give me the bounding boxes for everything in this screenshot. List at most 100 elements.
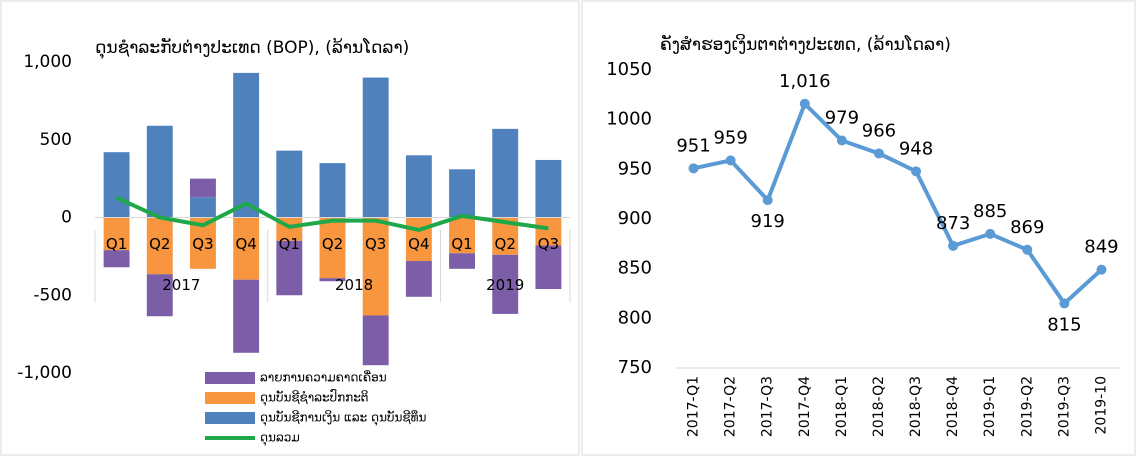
point [1096,264,1107,275]
x-tick-label: Q1 [279,235,300,253]
x-tick-label: 2017-Q1 [686,376,702,437]
bar-segment [233,217,260,280]
y-tick-label: 950 [618,158,652,179]
data-label: 948 [899,138,933,159]
x-tick-label: Q1 [451,235,472,253]
point [1022,244,1033,255]
x-tick-label: 2018-Q1 [834,376,850,437]
bar-segment [103,152,130,218]
data-label: 951 [676,135,710,156]
left-frame [0,0,580,456]
bar-segment [405,217,432,262]
data-label: 1,016 [779,71,831,92]
x-group-label: 2019 [486,276,524,294]
point [725,155,736,166]
point [836,135,847,146]
bar-segment [362,315,389,366]
y-tick-label: 500 [40,130,72,150]
left-title: ດຸນຊຳລະກັບຕ່າງປະເທດ (BOP), (ລ້ານໂດລາ) [95,36,409,60]
x-tick-label: 2018-Q2 [871,376,887,437]
reserve-line [693,100,1103,307]
right-frame [581,0,1136,456]
data-label: 979 [825,108,859,129]
legend-swatch [205,372,255,384]
data-label: 885 [973,201,1007,222]
x-tick-label: 2019-10 [1093,376,1109,435]
bar-segment [492,254,519,314]
x-tick-label: Q2 [322,235,343,253]
bar-segment [190,197,216,218]
x-tick-label: Q3 [538,235,559,253]
x-group-label: 2017 [162,276,200,294]
x-tick-label: Q4 [408,235,429,253]
bar-segment [233,72,260,218]
legend-swatch [205,412,255,424]
data-label: 966 [862,120,896,141]
y-tick-label: 1050 [606,59,652,80]
overall-line [115,195,549,233]
point [762,195,773,206]
x-tick-label: 2019-Q1 [982,376,998,437]
data-label: 919 [751,211,785,232]
data-label: 869 [1010,217,1044,238]
bar-segment [276,150,303,218]
x-tick-label: 2019-Q3 [1056,376,1072,437]
y-tick-label: 900 [618,208,652,229]
bar-segment [535,159,562,218]
x-tick-label: Q1 [106,235,127,253]
bar-segment [535,245,562,290]
y-tick-label: 1000 [606,109,652,130]
x-group-label: 2018 [335,276,373,294]
x-tick-label: Q4 [235,235,256,253]
x-tick-label: 2018-Q4 [945,376,961,437]
bar-segment [405,261,432,297]
x-tick-label: 2017-Q2 [723,376,739,437]
bar-segment [449,217,475,254]
right-title: ຄັງສຳຮອງເງິນຕາຕ່າງປະເທດ, (ລ້ານໂດລາ) [660,33,951,55]
bar-segment [362,77,389,218]
point [799,98,810,109]
data-label: 815 [1047,314,1081,335]
y-tick-label: -1,000 [17,363,72,383]
legend-swatch [205,392,255,404]
data-label: 959 [713,127,747,148]
legend-label: ລາຍການຄວາມຄາດເຄື່ອນ [260,369,387,384]
y-tick-label: 0 [61,208,72,228]
x-tick-label: 2019-Q2 [1019,376,1035,437]
bar-segment [103,217,130,251]
legend-label: ດຸນລວມ [260,431,300,447]
x-tick-label: Q3 [365,235,386,253]
bar-segment [276,240,303,296]
legend-label: ດຸນບັນຊີຊຳລະປົກກະຕິ [260,389,368,406]
point [985,228,996,239]
bar-segment [319,217,346,279]
bar-segment [319,163,346,218]
y-tick-label: 850 [618,258,652,279]
point [911,166,922,177]
bar-segment [146,274,173,317]
y-tick-label: -500 [33,285,72,305]
legend-label: ດຸນບັນຊີການເງິນ ແລະ ດຸນບັນຊີທຶນ [260,409,426,426]
bar-segment [190,178,216,198]
bar-segment [405,155,432,218]
x-tick-label: 2017-Q4 [797,376,813,437]
bar-segment [449,253,475,269]
point [1059,298,1070,309]
bar-segment [146,125,173,218]
y-tick-label: 1,000 [23,52,72,72]
bar-segment [492,128,519,218]
bar-segment [103,250,130,268]
bar-segment [319,278,346,282]
bar-segment [233,279,260,353]
bar-segment [449,169,475,218]
x-tick-label: Q2 [149,235,170,253]
data-label: 873 [936,213,970,234]
data-label: 849 [1084,237,1118,258]
x-tick-label: 2018-Q3 [908,376,924,437]
point [948,240,959,251]
point [688,163,699,174]
y-tick-label: 750 [618,357,652,378]
bar-segment [146,217,173,275]
x-tick-label: Q2 [495,235,516,253]
x-tick-label: Q3 [192,235,213,253]
